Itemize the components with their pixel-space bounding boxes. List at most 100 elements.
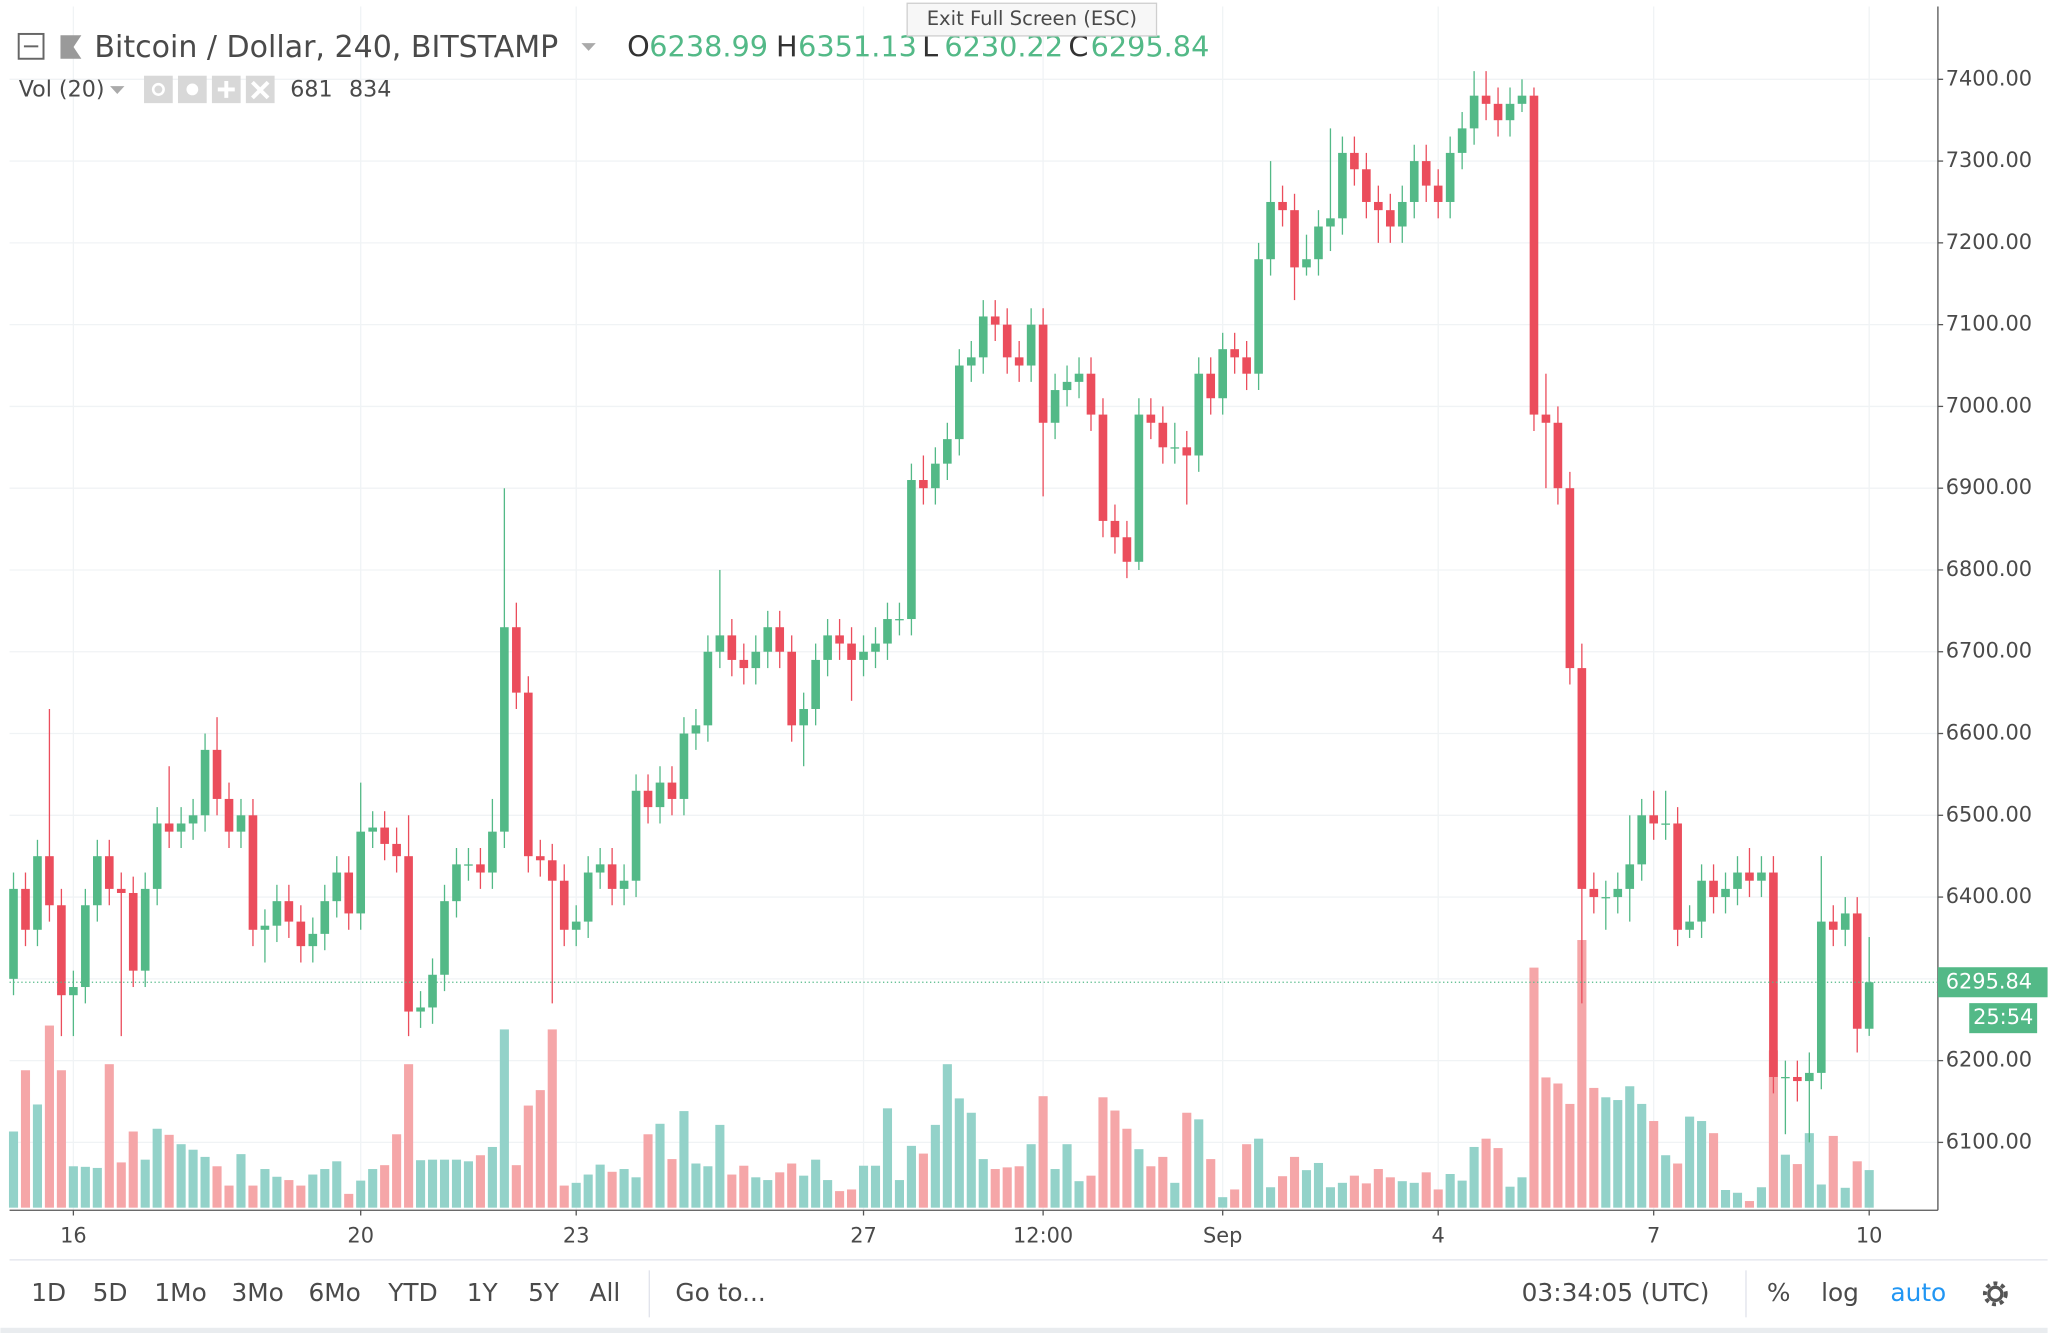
candle-body <box>1517 95 1527 104</box>
volume-bar <box>212 1166 222 1208</box>
candle-body <box>1397 201 1407 227</box>
candle-body <box>464 864 473 866</box>
volume-bar <box>775 1172 785 1208</box>
ohlc-value: 6238.99 <box>649 29 768 63</box>
range-button[interactable]: 5Y <box>528 1278 560 1307</box>
volume-ma-value: 834 <box>349 77 391 103</box>
volume-bar <box>1625 1086 1635 1208</box>
volume-bar <box>715 1124 725 1208</box>
goto-button[interactable]: Go to... <box>675 1278 765 1307</box>
candle-body <box>1673 823 1682 930</box>
volume-bar <box>703 1166 713 1208</box>
volume-bar <box>1038 1096 1048 1208</box>
ohlc-key: L <box>922 29 938 63</box>
range-button[interactable]: 1D <box>31 1278 66 1307</box>
range-button[interactable]: YTD <box>387 1278 437 1307</box>
volume-bar <box>404 1064 414 1208</box>
range-button[interactable]: 1Y <box>467 1278 499 1307</box>
range-button[interactable]: 1Mo <box>154 1278 206 1307</box>
clock[interactable]: 03:34:05 (UTC) <box>1522 1278 1710 1307</box>
volume-bar <box>751 1177 761 1208</box>
scale-option[interactable]: % <box>1767 1278 1791 1307</box>
candle-body <box>943 439 952 464</box>
volume-bar <box>667 1159 677 1208</box>
symbol-title[interactable]: Bitcoin / Dollar, 240, BITSTAMP <box>94 30 558 65</box>
dropdown-arrow[interactable] <box>581 43 596 51</box>
candle-body <box>1302 259 1311 268</box>
candle-body <box>1026 324 1036 366</box>
candle-body <box>1697 880 1706 922</box>
candle-body <box>1002 324 1012 358</box>
y-tick-label: 7400.00 <box>1946 66 2032 90</box>
collapse-icon[interactable] <box>17 32 45 60</box>
remove-icon-glyph <box>251 80 270 100</box>
candle-body <box>1864 982 1874 1029</box>
add-icon-glyph <box>217 80 235 98</box>
y-tick-label: 6100.00 <box>1946 1129 2032 1153</box>
range-button[interactable]: All <box>590 1278 621 1307</box>
volume-bar <box>571 1182 581 1208</box>
candle-body <box>428 974 437 1008</box>
volume-bar <box>152 1128 162 1208</box>
candle-body <box>727 635 737 660</box>
volume-bar <box>320 1169 330 1208</box>
volume-bar <box>643 1134 653 1208</box>
candle-body <box>236 815 246 832</box>
candle-body <box>248 815 258 930</box>
volume-bar <box>1517 1177 1527 1208</box>
candle-body <box>847 643 856 660</box>
eye-icon[interactable] <box>144 75 173 104</box>
scale-option[interactable]: log <box>1821 1278 1859 1307</box>
volume-bar <box>1589 1087 1599 1208</box>
candle-body <box>380 827 389 844</box>
candle-body <box>452 864 461 902</box>
candle-body <box>1433 185 1443 202</box>
volume-bar <box>1816 1184 1826 1208</box>
volume-bar <box>475 1155 485 1208</box>
volume-bar <box>260 1169 270 1208</box>
toolbar: 1D 5D 1Mo 3Mo 6Mo YTD 1Y 5Y All Go to... 03:34:05 … <box>31 1278 1946 1307</box>
candle-body <box>883 619 892 644</box>
countdown-box <box>1969 1003 2038 1034</box>
volume-bar <box>1146 1166 1156 1208</box>
candle-body <box>835 635 844 644</box>
candle-body <box>1637 815 1647 865</box>
volume-bar <box>691 1163 701 1208</box>
y-tick-label: 7100.00 <box>1946 312 2032 336</box>
gear-ring <box>1987 1285 2004 1302</box>
volume-bar <box>368 1169 378 1208</box>
volume-bar <box>1768 1050 1778 1208</box>
range-button[interactable]: 3Mo <box>231 1278 283 1307</box>
candle-body <box>1481 95 1491 104</box>
candle-body <box>823 635 832 660</box>
candle-body <box>763 627 773 652</box>
scale-option[interactable]: auto <box>1890 1278 1946 1307</box>
volume-bar <box>906 1145 916 1208</box>
candle-body <box>954 365 964 440</box>
candle-body <box>1146 414 1156 423</box>
dropdown-arrow[interactable] <box>110 86 125 95</box>
settings-gear[interactable] <box>1982 1281 2008 1307</box>
candle-body <box>57 905 66 996</box>
candle-body <box>45 856 54 906</box>
candle-body <box>966 357 976 366</box>
volume-bar <box>930 1124 940 1208</box>
volume-bar <box>727 1174 737 1208</box>
volume-bar <box>116 1162 126 1208</box>
candle-body <box>1661 823 1670 825</box>
candle-body <box>69 987 78 996</box>
volume-bar <box>607 1171 617 1208</box>
candle-body <box>1182 447 1192 456</box>
volume-bar <box>200 1156 210 1208</box>
y-tick-label: 6400.00 <box>1946 884 2032 908</box>
candle-body <box>21 888 30 930</box>
range-button[interactable]: 6Mo <box>308 1278 360 1307</box>
bottom-border <box>0 1327 2048 1333</box>
candle-body <box>1242 357 1251 374</box>
range-button[interactable]: 5D <box>93 1278 128 1307</box>
volume-bar <box>1110 1110 1120 1208</box>
candle-body <box>535 856 545 861</box>
candle-body <box>1457 128 1467 153</box>
